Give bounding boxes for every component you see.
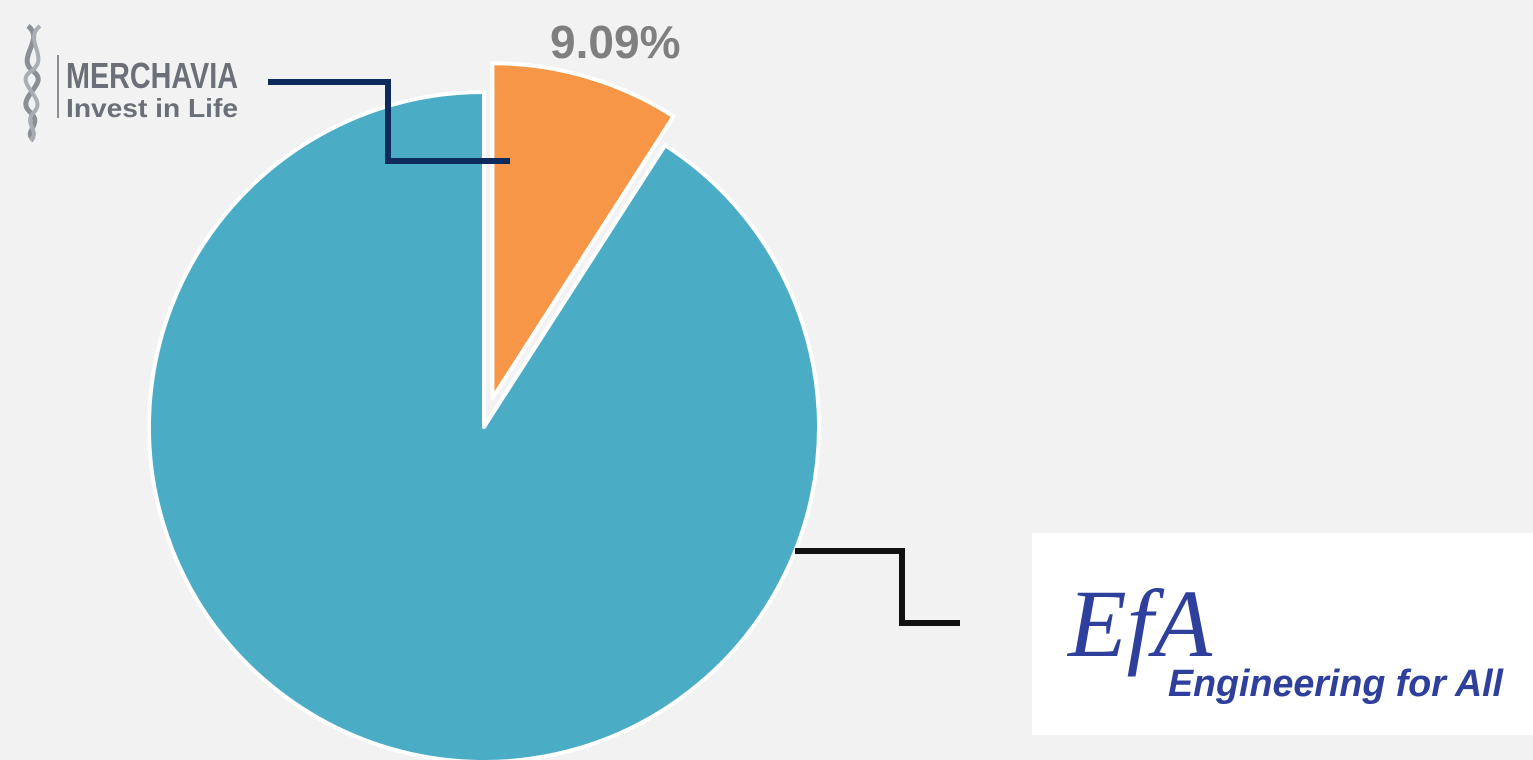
leader-line xyxy=(268,79,510,164)
data-label: 9.09% xyxy=(550,16,680,68)
legend-label: EfA xyxy=(1066,570,1212,677)
pie xyxy=(147,61,821,760)
legend-tagline: Engineering for All xyxy=(1168,663,1504,705)
leader-line xyxy=(795,548,960,626)
pie-slice xyxy=(490,61,676,401)
logo-box xyxy=(1032,533,1533,735)
merchavia-logo: MERCHAVIA Invest in Life xyxy=(23,24,238,143)
logo-icon xyxy=(23,24,41,143)
pie-slice xyxy=(147,90,821,760)
logo-icon xyxy=(23,24,42,142)
legend-tagline: Invest in Life xyxy=(66,93,238,123)
efa-logo: EfA Engineering for All xyxy=(1032,533,1533,735)
legend-label: MERCHAVIA xyxy=(66,55,238,96)
